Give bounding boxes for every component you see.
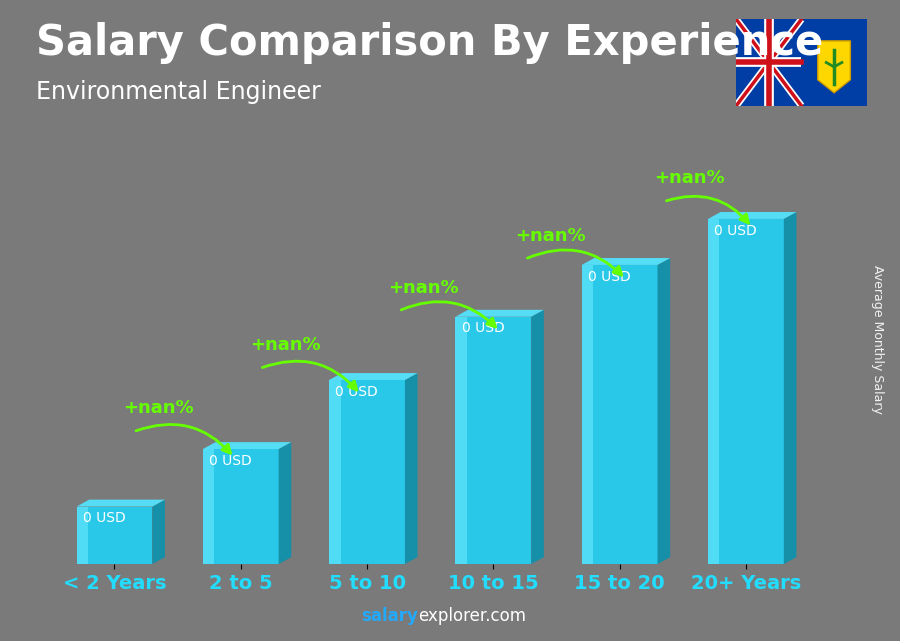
Bar	[455, 317, 531, 564]
Text: +nan%: +nan%	[653, 169, 724, 187]
Text: +nan%: +nan%	[123, 399, 194, 417]
Text: 0 USD: 0 USD	[462, 321, 505, 335]
Polygon shape	[455, 310, 544, 317]
Bar	[76, 506, 88, 564]
Bar	[581, 265, 658, 564]
Text: +nan%: +nan%	[389, 279, 459, 297]
Polygon shape	[784, 212, 796, 564]
Polygon shape	[405, 373, 418, 564]
Polygon shape	[658, 258, 670, 564]
Bar	[708, 219, 719, 564]
Text: 0 USD: 0 USD	[715, 224, 757, 238]
Text: Salary Comparison By Experience: Salary Comparison By Experience	[36, 22, 824, 65]
Bar	[455, 317, 467, 564]
Bar	[202, 449, 214, 564]
Text: explorer.com: explorer.com	[418, 607, 526, 625]
Bar	[202, 449, 279, 564]
Polygon shape	[818, 41, 850, 93]
Text: 0 USD: 0 USD	[336, 385, 378, 399]
Text: 0 USD: 0 USD	[209, 454, 252, 468]
Text: salary: salary	[362, 607, 418, 625]
Polygon shape	[76, 499, 165, 506]
Polygon shape	[279, 442, 292, 564]
Polygon shape	[152, 499, 165, 564]
Polygon shape	[531, 310, 544, 564]
Text: Environmental Engineer: Environmental Engineer	[36, 80, 321, 104]
Polygon shape	[202, 442, 292, 449]
Text: Average Monthly Salary: Average Monthly Salary	[871, 265, 884, 414]
Bar	[329, 380, 405, 564]
Polygon shape	[581, 258, 670, 265]
Polygon shape	[329, 373, 418, 380]
Text: +nan%: +nan%	[515, 227, 586, 245]
Bar	[708, 219, 784, 564]
Polygon shape	[708, 212, 796, 219]
Bar	[76, 506, 152, 564]
Text: 0 USD: 0 USD	[588, 270, 631, 283]
Text: 0 USD: 0 USD	[83, 511, 126, 525]
Text: +nan%: +nan%	[249, 336, 320, 354]
Bar	[329, 380, 340, 564]
Bar	[581, 265, 593, 564]
